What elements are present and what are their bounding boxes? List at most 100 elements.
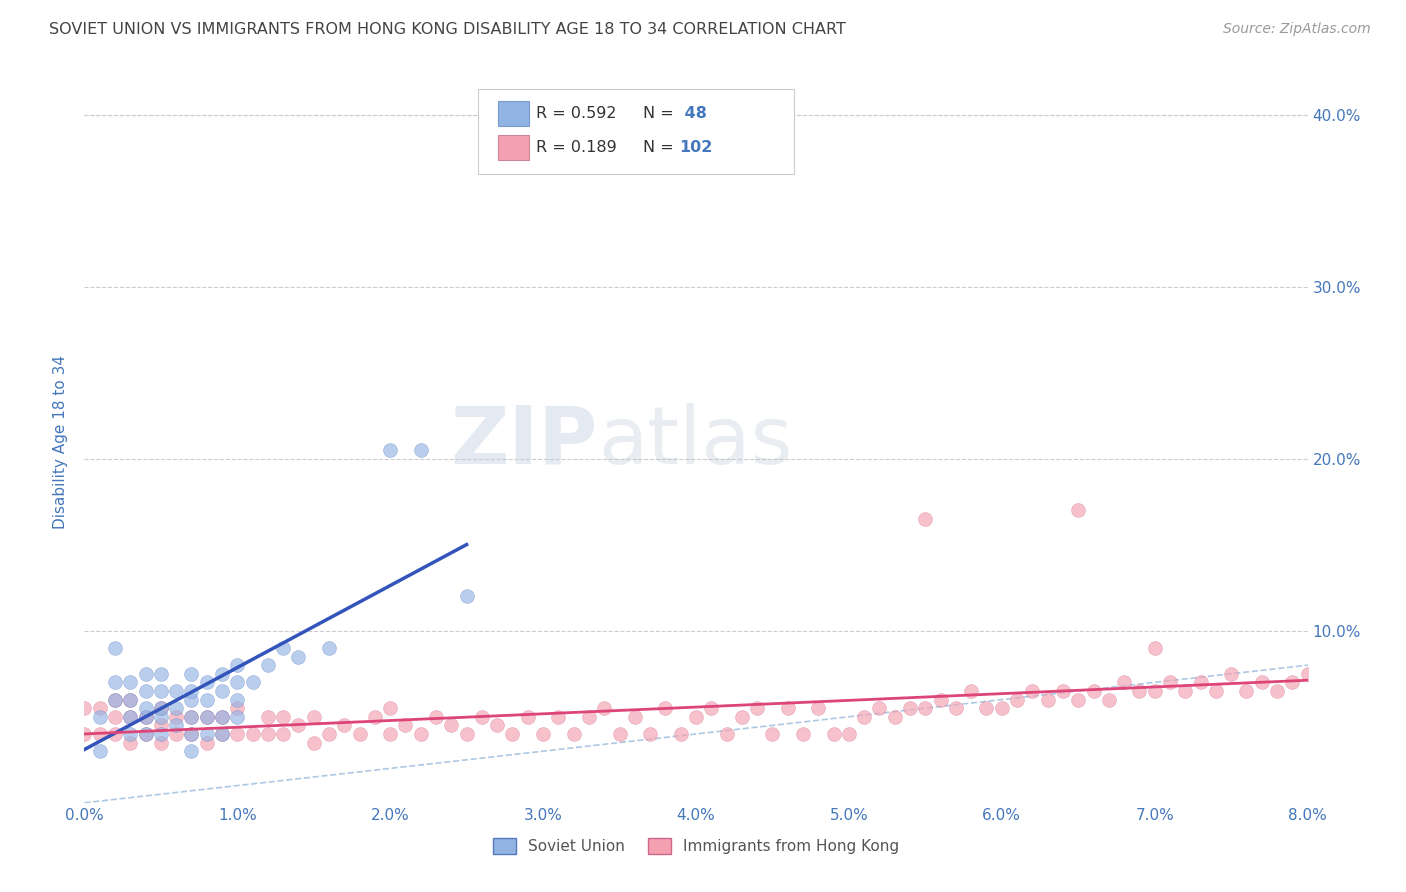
Point	[180, 744, 202, 758]
Point	[731, 710, 754, 724]
Point	[838, 727, 860, 741]
Point	[120, 710, 142, 724]
Point	[609, 727, 631, 741]
Point	[1143, 640, 1166, 655]
Point	[104, 675, 127, 690]
Point	[776, 701, 799, 715]
Point	[73, 727, 96, 741]
Point	[149, 701, 172, 715]
Point	[120, 727, 142, 741]
Point	[333, 718, 356, 732]
Point	[226, 675, 249, 690]
Point	[1036, 692, 1059, 706]
Point	[761, 727, 783, 741]
Point	[271, 710, 294, 724]
Point	[792, 727, 814, 741]
Point	[195, 735, 218, 749]
Point	[120, 710, 142, 724]
Point	[149, 666, 172, 681]
Point	[380, 701, 402, 715]
Point	[135, 710, 157, 724]
Point	[1250, 675, 1272, 690]
Point	[211, 710, 233, 724]
Text: 102: 102	[679, 140, 713, 154]
Point	[180, 727, 202, 741]
Point	[180, 727, 202, 741]
Point	[1159, 675, 1181, 690]
Point	[914, 701, 936, 715]
Point	[716, 727, 738, 741]
Point	[180, 710, 202, 724]
Point	[226, 692, 249, 706]
Point	[823, 727, 845, 741]
Point	[211, 727, 233, 741]
Text: N =: N =	[643, 140, 679, 154]
Point	[1114, 675, 1136, 690]
Point	[195, 727, 218, 741]
Point	[180, 666, 202, 681]
Point	[1236, 684, 1258, 698]
Point	[149, 735, 172, 749]
Point	[180, 710, 202, 724]
Point	[638, 727, 661, 741]
Point	[242, 675, 264, 690]
Point	[149, 718, 172, 732]
Point	[180, 684, 202, 698]
Point	[318, 640, 340, 655]
Point	[226, 710, 249, 724]
Point	[89, 727, 111, 741]
Point	[120, 692, 142, 706]
Legend: Soviet Union, Immigrants from Hong Kong: Soviet Union, Immigrants from Hong Kong	[486, 832, 905, 860]
Point	[1205, 684, 1227, 698]
Point	[302, 735, 325, 749]
Point	[257, 658, 280, 673]
Point	[409, 727, 432, 741]
Point	[302, 710, 325, 724]
Point	[104, 692, 127, 706]
Y-axis label: Disability Age 18 to 34: Disability Age 18 to 34	[53, 354, 69, 529]
Point	[149, 727, 172, 741]
Point	[120, 675, 142, 690]
Point	[364, 710, 387, 724]
Point	[195, 692, 218, 706]
Point	[287, 718, 309, 732]
Point	[898, 701, 921, 715]
Point	[165, 718, 187, 732]
Point	[1128, 684, 1150, 698]
Point	[149, 684, 172, 698]
Point	[104, 640, 127, 655]
Point	[1265, 684, 1288, 698]
Point	[380, 727, 402, 741]
Point	[226, 701, 249, 715]
Point	[914, 512, 936, 526]
Point	[531, 727, 554, 741]
Point	[1067, 503, 1090, 517]
Point	[120, 692, 142, 706]
Point	[853, 710, 876, 724]
Point	[1098, 692, 1121, 706]
Point	[211, 666, 233, 681]
Point	[135, 710, 157, 724]
Point	[271, 727, 294, 741]
Point	[165, 701, 187, 715]
Point	[1021, 684, 1043, 698]
Point	[257, 710, 280, 724]
Point	[257, 727, 280, 741]
Point	[195, 710, 218, 724]
Text: N =: N =	[643, 106, 679, 120]
Point	[73, 701, 96, 715]
Point	[242, 727, 264, 741]
Point	[1281, 675, 1303, 690]
Point	[471, 710, 494, 724]
Point	[747, 701, 769, 715]
Point	[165, 684, 187, 698]
Point	[991, 701, 1014, 715]
Point	[1005, 692, 1028, 706]
Point	[104, 692, 127, 706]
Point	[1174, 684, 1197, 698]
Point	[516, 710, 538, 724]
Text: R = 0.592: R = 0.592	[536, 106, 616, 120]
Point	[869, 701, 891, 715]
Point	[180, 692, 202, 706]
Point	[211, 684, 233, 698]
